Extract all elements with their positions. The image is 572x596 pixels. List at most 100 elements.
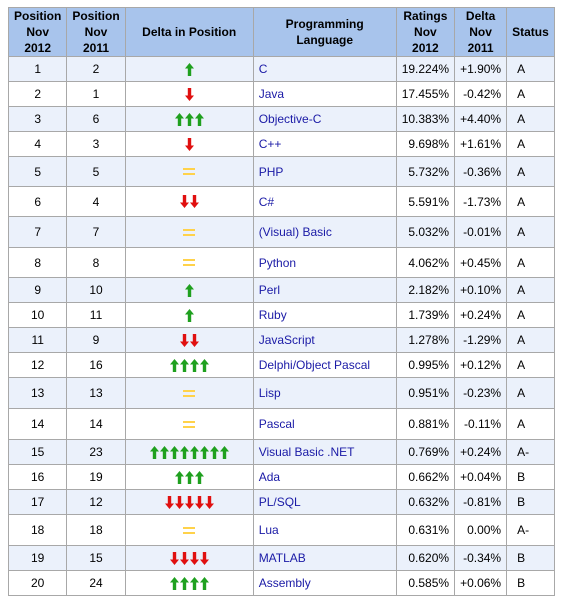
cell-position-now: 2 [7,81,68,107]
cell-status: A [506,81,555,107]
cell-rating: 10.383% [395,106,456,132]
cell-position-prev: 13 [66,377,126,409]
trend-arrows [174,111,204,127]
cell-rating: 0.632% [395,489,456,515]
language-link[interactable]: Objective-C [258,112,322,126]
cell-position-prev: 14 [66,408,126,440]
arrow-up-icon [184,62,194,76]
language-link[interactable]: JavaScript [258,333,315,347]
cell-delta-position [124,408,254,440]
header-row: Position Nov 2012 Position Nov 2011 Delta … [7,7,555,57]
cell-rating: 5.591% [395,186,456,217]
cell-delta: +0.10% [454,277,508,303]
table-row: 1 2 C 19.224% +1.90% A [7,56,555,82]
language-link[interactable]: Python [258,255,297,270]
language-link[interactable]: C# [258,194,275,209]
cell-position-now: 14 [7,408,68,440]
trend-arrows [183,385,196,401]
arrow-up-icon [184,283,194,297]
cell-delta: +0.45% [454,247,508,278]
cell-status: A [506,408,555,440]
cell-status: A [506,247,555,278]
cell-language: Assembly [252,570,397,596]
language-link[interactable]: Delphi/Object Pascal [258,358,371,372]
cell-delta: +1.90% [454,56,508,82]
trend-arrows [184,86,194,102]
cell-language: C# [252,186,397,217]
cell-delta: +0.24% [454,439,508,465]
arrow-up-icon [159,445,169,459]
language-link[interactable]: Assembly [258,576,311,590]
cell-position-prev: 7 [66,216,126,248]
cell-status: A [506,327,555,353]
language-link[interactable]: Pascal [258,417,295,431]
equal-icon [183,228,196,236]
arrow-down-icon [199,551,209,565]
cell-rating: 0.620% [395,545,456,571]
cell-delta-position [124,489,254,515]
cell-delta-position [124,156,254,187]
cell-position-now: 16 [7,464,68,490]
table-row: 11 9 JavaScript 1.278% -1.29% A [7,327,555,353]
table-row: 8 8 Python 4.062% +0.45% A [7,247,555,278]
language-link[interactable]: C++ [258,137,282,151]
table-header: Position Nov 2012 Position Nov 2011 Delta … [7,7,555,57]
arrow-up-icon [169,445,179,459]
language-link[interactable]: Lisp [258,386,281,400]
arrow-down-icon [179,551,189,565]
language-link[interactable]: Perl [258,283,281,297]
cell-delta: +0.12% [454,352,508,378]
cell-position-now: 8 [7,247,68,278]
arrow-up-icon [169,358,179,372]
cell-rating: 17.455% [395,81,456,107]
trend-arrows [184,282,194,298]
language-link[interactable]: Visual Basic .NET [258,445,355,459]
cell-delta: 0.00% [454,514,508,546]
cell-rating: 0.585% [395,570,456,596]
cell-position-now: 3 [7,106,68,132]
trend-arrows [169,357,209,373]
table-row: 12 16 Delphi/Object Pascal 0.995% +0.12% A [7,352,555,378]
language-link[interactable]: C [258,62,268,76]
table-row: 9 10 Perl 2.182% +0.10% A [7,277,555,303]
cell-status: B [506,545,555,571]
cell-delta: +1.61% [454,131,508,157]
language-link[interactable]: Ada [258,470,281,484]
language-link[interactable]: Java [258,87,285,101]
cell-language: PL/SQL [252,489,397,515]
language-link[interactable]: PL/SQL [258,495,301,509]
cell-status: B [506,570,555,596]
table-row: 15 23 Visual Basic .NET 0.769% +0.24% A- [7,439,555,465]
equal-icon [183,259,196,266]
cell-delta-position [124,545,254,571]
language-link[interactable]: PHP [258,164,284,179]
language-link[interactable]: Ruby [258,308,287,322]
cell-rating: 19.224% [395,56,456,82]
cell-position-prev: 5 [66,156,126,187]
cell-rating: 4.062% [395,247,456,278]
table-row: 7 7 (Visual) Basic 5.032% -0.01% A [7,216,555,248]
language-link[interactable]: Lua [258,523,279,537]
cell-position-now: 7 [7,216,68,248]
cell-position-now: 15 [7,439,68,465]
arrow-down-icon [179,333,189,347]
trend-arrows [179,194,199,210]
cell-position-now: 19 [7,545,68,571]
cell-position-prev: 23 [66,439,126,465]
cell-position-prev: 15 [66,545,126,571]
cell-position-now: 13 [7,377,68,409]
cell-rating: 0.881% [395,408,456,440]
cell-status: A [506,352,555,378]
header-position-prev: Position Nov 2011 [66,7,126,57]
cell-position-prev: 12 [66,489,126,515]
arrow-up-icon [199,445,209,459]
cell-position-prev: 8 [66,247,126,278]
cell-delta-position [124,131,254,157]
table-row: 3 6 Objective-C 10.383% +4.40% A [7,106,555,132]
language-link[interactable]: (Visual) Basic [258,225,332,239]
arrow-up-icon [199,576,209,590]
cell-rating: 0.951% [395,377,456,409]
arrow-up-icon [169,576,179,590]
cell-delta-position [124,327,254,353]
language-link[interactable]: MATLAB [258,551,306,565]
